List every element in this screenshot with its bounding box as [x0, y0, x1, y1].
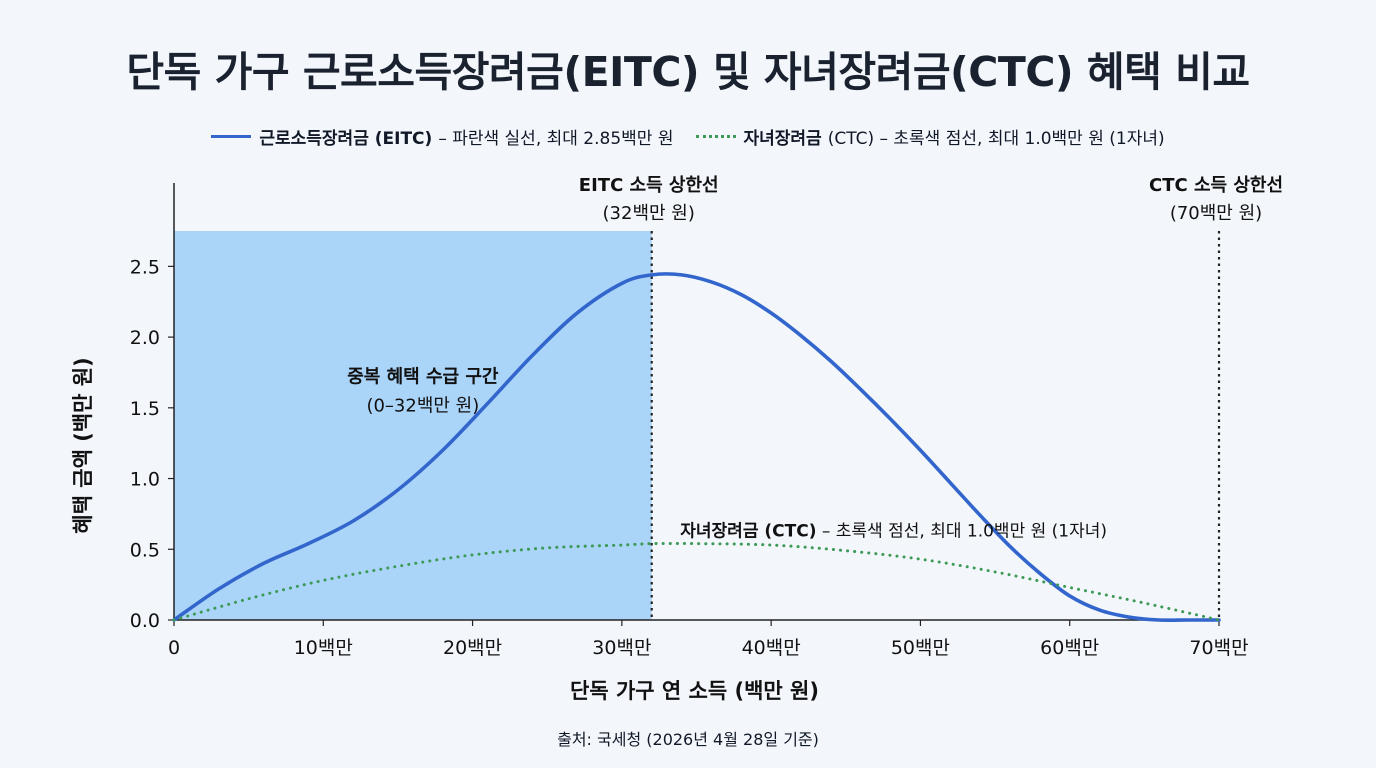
y-tick-label: 1.0: [130, 469, 160, 491]
ctc-threshold-sublabel: (70백만 원): [1170, 203, 1262, 224]
eitc-series-line: [172, 272, 1221, 623]
legend-solid-line-swatch: [211, 135, 252, 138]
y-tick-label: 2.5: [130, 256, 160, 278]
y-tick-label: 0.0: [130, 610, 160, 632]
x-tick-label: 60백만: [1040, 637, 1099, 659]
legend: 근로소득장려금 (EITC) – 파란색 실선, 최대 2.85백만 원 자녀장…: [0, 124, 1376, 149]
overlap-region: [174, 231, 652, 620]
x-tick-label: 10백만: [294, 637, 353, 659]
source-note: 출처: 국세청 (2026년 4월 28일 기준): [557, 730, 819, 749]
ctc-annotation: 자녀장려금 (CTC) – 초록색 점선, 최대 1.0백만 원 (1자녀): [680, 522, 1107, 542]
legend-eitc-desc: – 파란색 실선, 최대 2.85백만 원: [438, 129, 674, 149]
y-axis-title: 혜택 금액 (백만 원): [71, 357, 95, 533]
x-axis-title: 단독 가구 연 소득 (백만 원): [570, 679, 819, 703]
x-tick-label: 50백만: [891, 637, 950, 659]
chart-title: 단독 가구 근로소득장려금(EITC) 및 자녀장려금(CTC) 혜택 비교: [126, 48, 1250, 96]
ctc-annotation-bold: 자녀장려금 (CTC): [680, 522, 816, 542]
x-tick-label: 40백만: [742, 637, 801, 659]
ctc-annotation-text: – 초록색 점선, 최대 1.0백만 원 (1자녀): [816, 522, 1107, 542]
eitc-threshold-sublabel: (32백만 원): [603, 203, 695, 224]
legend-ctc-desc: (CTC) – 초록색 점선, 최대 1.0백만 원 (1자녀): [827, 129, 1165, 149]
eitc-threshold-label: EITC 소득 상한선: [579, 175, 719, 196]
x-tick-label: 30백만: [592, 637, 651, 659]
y-tick-label: 1.5: [130, 398, 160, 420]
legend-dotted-line-swatch: [695, 135, 736, 138]
y-tick-label: 2.0: [130, 327, 160, 349]
overlap-region-sublabel: (0–32백만 원): [366, 396, 479, 417]
y-tick-label: 0.5: [130, 539, 160, 561]
legend-ctc-name: 자녀장려금: [743, 129, 822, 149]
x-tick-label: 0: [168, 637, 180, 659]
ctc-threshold-label: CTC 소득 상한선: [1149, 175, 1283, 196]
overlap-region-label: 중복 혜택 수급 구간: [347, 367, 499, 388]
x-tick-label: 20백만: [443, 637, 502, 659]
legend-item-ctc: 자녀장려금 (CTC) – 초록색 점선, 최대 1.0백만 원 (1자녀): [695, 124, 1165, 149]
legend-item-eitc: 근로소득장려금 (EITC) – 파란색 실선, 최대 2.85백만 원: [211, 124, 674, 149]
x-tick-label: 70백만: [1189, 637, 1248, 659]
legend-eitc-name: 근로소득장려금 (EITC): [259, 129, 433, 149]
